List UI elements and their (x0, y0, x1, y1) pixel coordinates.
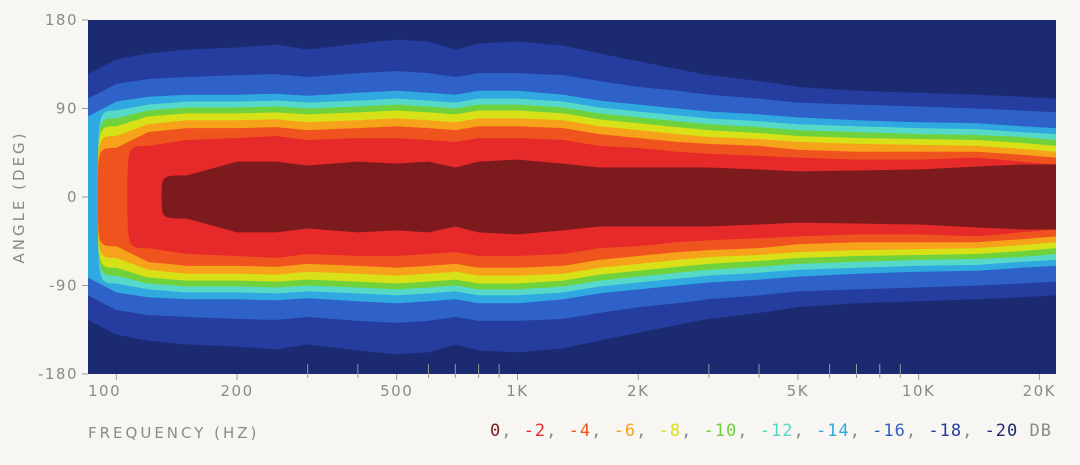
y-tick-label: 90 (56, 100, 78, 118)
x-axis: 100 200 500 1K 2K 5K 10K 20K (88, 364, 1056, 400)
legend-separator: , (905, 421, 929, 441)
legend-separator: , (636, 421, 659, 441)
plot-area (88, 20, 1056, 374)
x-tick-label: 100 (88, 382, 121, 400)
legend-level-label: -8 (658, 421, 682, 441)
level-band-0 (161, 159, 1056, 235)
legend-level-label: -12 (759, 421, 794, 441)
legend-level-label: -18 (928, 421, 963, 441)
y-tick-label: -180 (38, 365, 78, 383)
x-tick-label: 5K (787, 382, 809, 400)
y-tick-label: 180 (45, 11, 78, 29)
y-axis: 180 90 0 -90 -180 (38, 11, 88, 383)
legend-separator: , (501, 421, 524, 441)
legend-level-label: 0 (489, 421, 502, 441)
x-tick-label: 10K (902, 382, 935, 400)
legend-separator: , (591, 421, 614, 441)
legend-separator: , (546, 421, 569, 441)
color-legend: 0, -2, -4, -6, -8, -10, -12, -14, -16, -… (490, 421, 1052, 441)
x-tick-label: 20K (1023, 382, 1056, 400)
legend-unit: DB (1018, 421, 1052, 441)
legend-separator: , (793, 421, 816, 441)
legend-separator: , (849, 421, 873, 441)
x-axis-title: FREQUENCY (HZ) (88, 424, 259, 442)
legend-level-label: -14 (815, 421, 850, 441)
legend-separator: , (737, 421, 760, 441)
x-tick-label: 2K (627, 382, 649, 400)
legend-level-label: -10 (703, 421, 738, 441)
y-tick-label: 0 (67, 188, 78, 206)
legend-level-label: -6 (613, 421, 637, 441)
y-axis-title: ANGLE (DEG) (10, 130, 28, 263)
x-tick-label: 500 (380, 382, 413, 400)
x-tick-label: 1K (506, 382, 528, 400)
legend-level-label: -2 (523, 421, 547, 441)
x-tick-label: 200 (221, 382, 254, 400)
legend-separator: , (681, 421, 704, 441)
legend-separator: , (962, 421, 985, 441)
legend-level-label: -20 (984, 421, 1019, 441)
legend-level-label: -4 (568, 421, 592, 441)
y-tick-label: -90 (49, 277, 78, 295)
legend-level-label: -16 (872, 421, 906, 441)
